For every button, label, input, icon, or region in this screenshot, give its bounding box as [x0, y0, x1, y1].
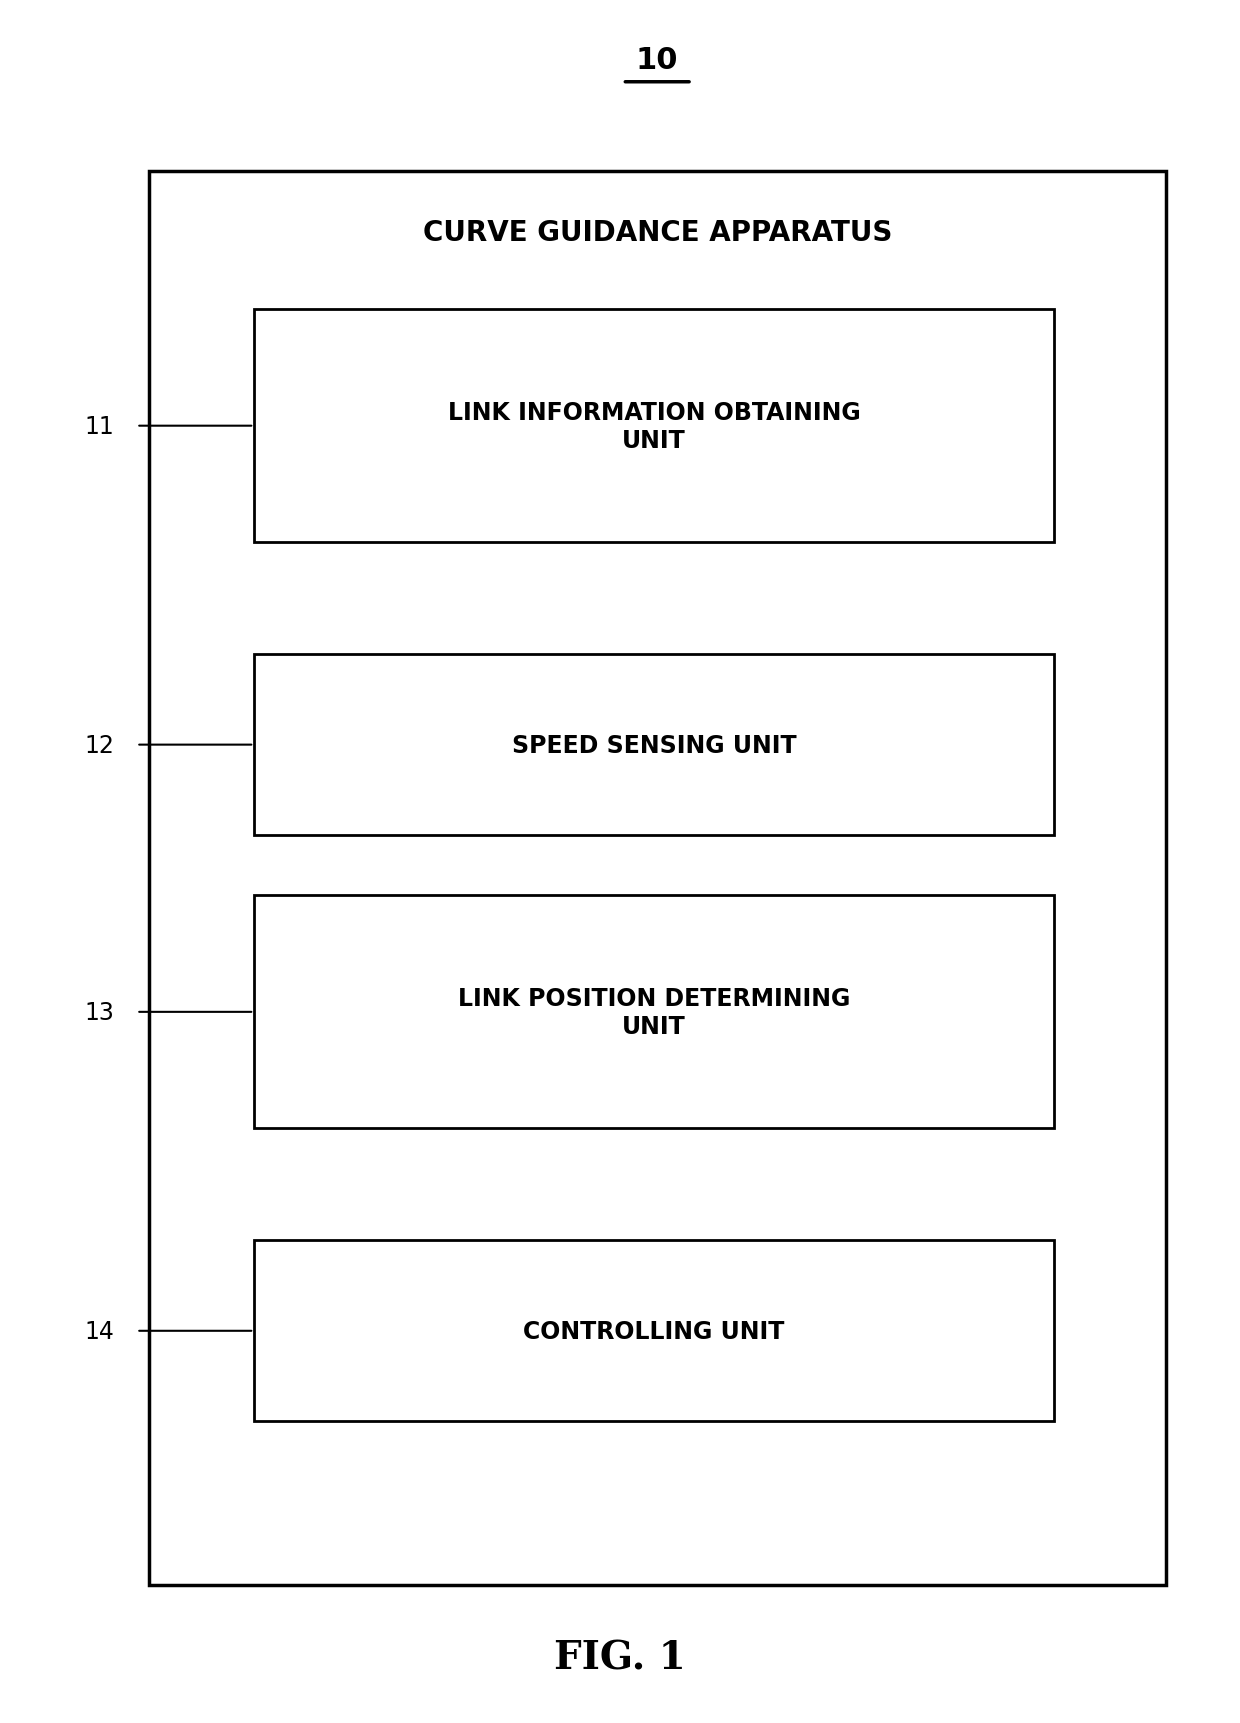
Text: FIG. 1: FIG. 1 — [554, 1639, 686, 1676]
Text: 14: 14 — [84, 1320, 114, 1342]
FancyBboxPatch shape — [254, 310, 1054, 543]
FancyBboxPatch shape — [254, 1241, 1054, 1421]
Text: CONTROLLING UNIT: CONTROLLING UNIT — [523, 1320, 785, 1342]
Text: 12: 12 — [84, 734, 114, 756]
FancyBboxPatch shape — [149, 172, 1166, 1585]
FancyBboxPatch shape — [254, 896, 1054, 1129]
Text: SPEED SENSING UNIT: SPEED SENSING UNIT — [512, 734, 796, 756]
Text: LINK INFORMATION OBTAINING
UNIT: LINK INFORMATION OBTAINING UNIT — [448, 400, 861, 453]
Text: 11: 11 — [84, 415, 114, 438]
Text: 13: 13 — [84, 1001, 114, 1023]
Text: LINK POSITION DETERMINING
UNIT: LINK POSITION DETERMINING UNIT — [458, 986, 851, 1039]
Text: CURVE GUIDANCE APPARATUS: CURVE GUIDANCE APPARATUS — [423, 219, 892, 246]
Text: 10: 10 — [636, 47, 678, 74]
FancyBboxPatch shape — [254, 655, 1054, 836]
